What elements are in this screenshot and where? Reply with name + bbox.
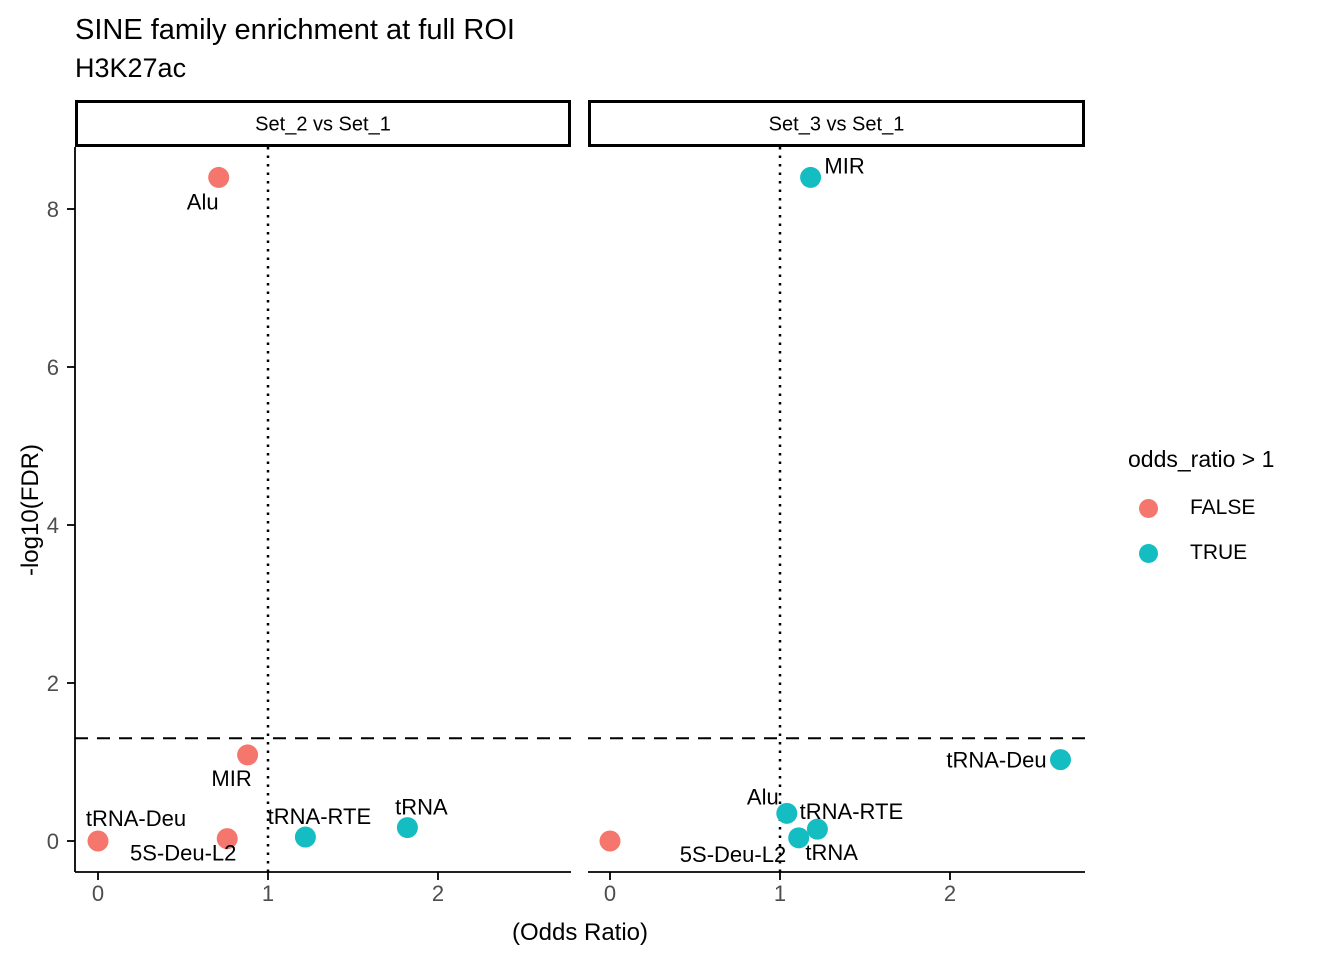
data-point — [800, 166, 822, 188]
point-label: MIR — [824, 153, 864, 178]
legend-item-true: TRUE — [1128, 540, 1274, 566]
point-label: tRNA-Deu — [946, 748, 1046, 773]
point-label: tRNA-RTE — [800, 799, 904, 824]
x-tick-label: 1 — [262, 881, 274, 906]
y-tick-label: 2 — [47, 671, 59, 696]
data-point — [776, 802, 798, 824]
data-point — [208, 166, 230, 188]
data-point — [237, 744, 259, 766]
legend-label-true: TRUE — [1190, 541, 1248, 564]
facet-strip-label: Set_2 vs Set_1 — [255, 114, 391, 136]
data-point — [216, 828, 238, 850]
x-tick-label: 2 — [944, 881, 956, 906]
y-tick-label: 6 — [47, 355, 59, 380]
data-point — [1050, 749, 1071, 771]
facet-strip-label: Set_3 vs Set_1 — [769, 114, 905, 136]
legend-key-true-icon — [1139, 543, 1158, 563]
chart-subtitle: H3K27ac — [75, 53, 187, 83]
data-point — [396, 817, 418, 839]
point-label: tRNA-Deu — [86, 806, 186, 831]
x-tick-label: 2 — [432, 881, 444, 906]
point-label: Alu — [187, 189, 219, 214]
x-tick-label: 0 — [92, 881, 104, 906]
point-label: 5S-Deu-L2 — [130, 841, 236, 866]
point-label: MIR — [211, 766, 251, 791]
legend-key-false-icon — [1139, 498, 1158, 518]
legend-item-false: FALSE — [1128, 495, 1274, 521]
x-tick-label: 1 — [774, 881, 786, 906]
data-point — [806, 818, 828, 840]
data-point — [294, 826, 316, 848]
point-label: 5S-Deu-L2 — [680, 842, 786, 867]
legend-label-false: FALSE — [1190, 496, 1256, 519]
y-tick-label: 0 — [47, 829, 59, 854]
point-label: tRNA-RTE — [268, 804, 372, 829]
x-axis-title: (Odds Ratio) — [511, 919, 649, 946]
y-tick-label: 8 — [47, 197, 59, 222]
chart-title: SINE family enrichment at full ROI — [75, 14, 515, 46]
point-label: Alu — [747, 784, 779, 809]
legend-title: odds_ratio > 1 — [1128, 446, 1275, 472]
x-tick-label: 0 — [604, 881, 616, 906]
y-axis-title: -log10(FDR) — [17, 443, 44, 577]
data-point — [788, 827, 810, 849]
facet-strip — [588, 100, 1085, 147]
facet-strip — [75, 100, 571, 147]
y-tick-label: 4 — [47, 513, 59, 538]
point-label: tRNA — [805, 840, 858, 865]
data-point — [87, 830, 109, 852]
point-label: tRNA — [395, 795, 448, 820]
legend: odds_ratio > 1 FALSE TRUE — [1128, 446, 1274, 585]
data-point — [599, 830, 621, 852]
